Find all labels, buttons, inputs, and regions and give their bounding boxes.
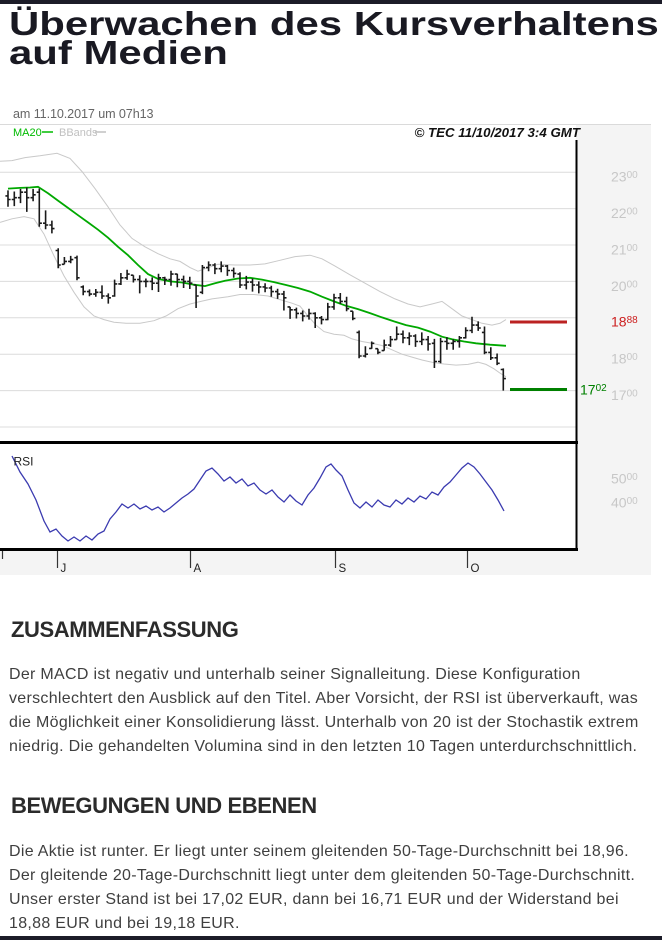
svg-text:2000: 2000	[611, 278, 638, 294]
svg-text:A: A	[194, 563, 202, 575]
svg-text:© TEC 11/10/2017 3:4 GMT: © TEC 11/10/2017 3:4 GMT	[415, 125, 582, 140]
svg-text:O: O	[471, 563, 480, 575]
svg-text:1702: 1702	[580, 381, 607, 397]
svg-text:2100: 2100	[611, 242, 638, 258]
svg-text:2300: 2300	[611, 169, 638, 185]
svg-text:4000: 4000	[611, 495, 638, 511]
svg-text:1700: 1700	[611, 387, 638, 403]
svg-text:J: J	[61, 563, 67, 575]
svg-text:1888: 1888	[611, 314, 638, 330]
svg-text:MA20: MA20	[13, 127, 42, 139]
svg-text:2200: 2200	[611, 205, 638, 221]
svg-text:S: S	[339, 563, 347, 575]
svg-text:1800: 1800	[611, 351, 638, 367]
svg-text:RSI: RSI	[14, 455, 34, 469]
svg-text:5000: 5000	[611, 471, 638, 487]
svg-text:BBands: BBands	[59, 127, 98, 139]
